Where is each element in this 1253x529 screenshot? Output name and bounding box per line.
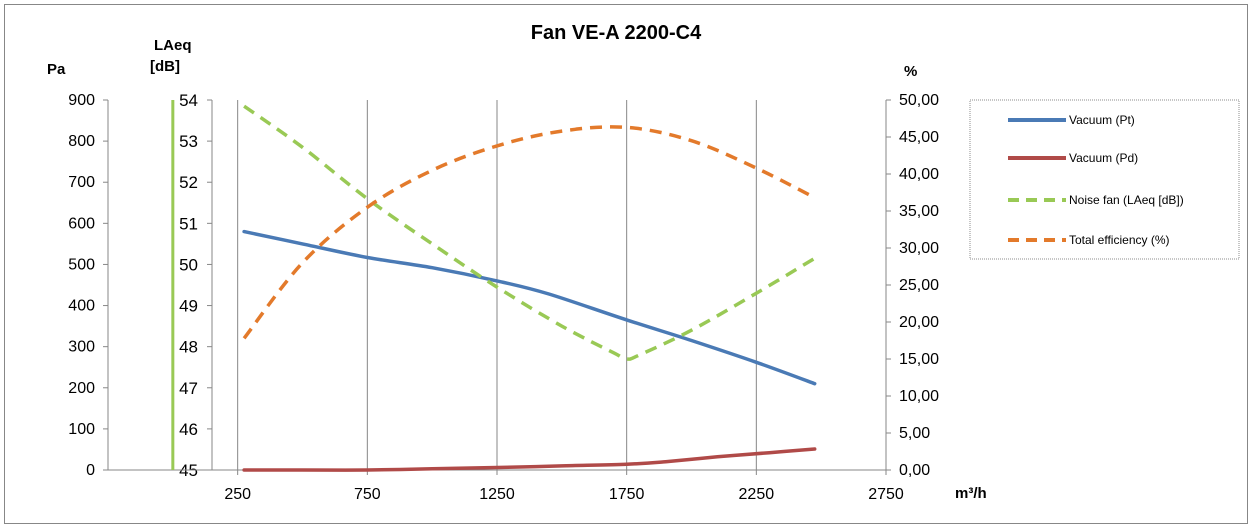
pa-tick-label-1: 100	[68, 421, 95, 438]
legend-label-vacuum-pt: Vacuum (Pt)	[1069, 113, 1135, 127]
legend-item-noise-fan: Noise fan (LAeq [dB])	[1008, 193, 1184, 207]
legend-item-vacuum-pt: Vacuum (Pt)	[1008, 113, 1135, 127]
pct-tick-label-3: 15,00	[899, 351, 939, 368]
pct-tick-label-2: 10,00	[899, 388, 939, 405]
laeq-tick-label-7: 52	[179, 173, 198, 192]
series-layer	[171, 100, 817, 472]
pa-tick-label-7: 700	[68, 174, 95, 191]
legend-label-total-efficiency: Total efficiency (%)	[1069, 233, 1169, 247]
x-tick-label-0: 250	[224, 486, 251, 503]
laeq-axis-title-line2: [dB]	[150, 58, 180, 75]
pct-tick-label-8: 40,00	[899, 166, 939, 183]
laeq-tick-label-8: 53	[179, 132, 198, 151]
legend-item-vacuum-pd: Vacuum (Pd)	[1008, 151, 1138, 165]
laeq-tick-label-5: 50	[179, 255, 198, 274]
laeq-tick-label-1: 46	[179, 420, 198, 439]
pa-tick-label-6: 600	[68, 215, 95, 232]
series-line-vacuum-pt	[242, 229, 817, 386]
pct-axis-title: %	[904, 63, 917, 80]
pct-tick-label-1: 5,00	[899, 425, 930, 442]
pct-tick-label-0: 0,00	[899, 462, 930, 479]
x-tick-label-1: 750	[354, 486, 381, 503]
laeq-tick-label-2: 47	[179, 379, 198, 398]
chart-title: Fan VE-A 2200-C4	[531, 22, 702, 44]
legend-label-noise-fan: Noise fan (LAeq [dB])	[1069, 193, 1184, 207]
pct-tick-label-5: 25,00	[899, 277, 939, 294]
series-line-noise-fan	[243, 104, 816, 361]
pa-axis-title: Pa	[47, 61, 66, 78]
pa-tick-label-0: 0	[86, 462, 95, 479]
pct-tick-label-10: 50,00	[899, 92, 939, 109]
pa-tick-label-4: 400	[68, 298, 95, 315]
pct-tick-label-6: 30,00	[899, 240, 939, 257]
series-line-vacuum-pd	[242, 447, 817, 472]
pct-tick-label-7: 35,00	[899, 203, 939, 220]
series-line-total-efficiency	[242, 125, 816, 340]
axes-layer: 0100200300400500600700800900454647484950…	[68, 91, 939, 503]
x-axis-title: m³/h	[955, 485, 987, 502]
legend-label-vacuum-pd: Vacuum (Pd)	[1069, 151, 1138, 165]
laeq-tick-label-6: 51	[179, 214, 198, 233]
pa-tick-label-3: 300	[68, 339, 95, 356]
legend-item-total-efficiency: Total efficiency (%)	[1008, 233, 1169, 247]
pa-tick-label-8: 800	[68, 133, 95, 150]
laeq-tick-label-4: 49	[179, 297, 198, 316]
x-tick-label-4: 2250	[739, 486, 775, 503]
laeq-tick-label-3: 48	[179, 338, 198, 357]
pct-tick-label-9: 45,00	[899, 129, 939, 146]
x-tick-label-3: 1750	[609, 486, 645, 503]
legend: Vacuum (Pt) Vacuum (Pd) Noise fan (LAeq …	[969, 99, 1240, 260]
pa-tick-label-2: 200	[68, 380, 95, 397]
laeq-axis-title-line1: LAeq	[154, 37, 192, 54]
grid-layer	[237, 100, 887, 470]
x-tick-label-2: 1250	[479, 486, 515, 503]
x-tick-label-5: 2750	[868, 486, 904, 503]
pct-tick-label-4: 20,00	[899, 314, 939, 331]
pa-tick-label-5: 500	[68, 256, 95, 273]
legend-box	[969, 99, 1240, 260]
laeq-tick-label-9: 54	[179, 91, 198, 110]
pa-tick-label-9: 900	[68, 92, 95, 109]
